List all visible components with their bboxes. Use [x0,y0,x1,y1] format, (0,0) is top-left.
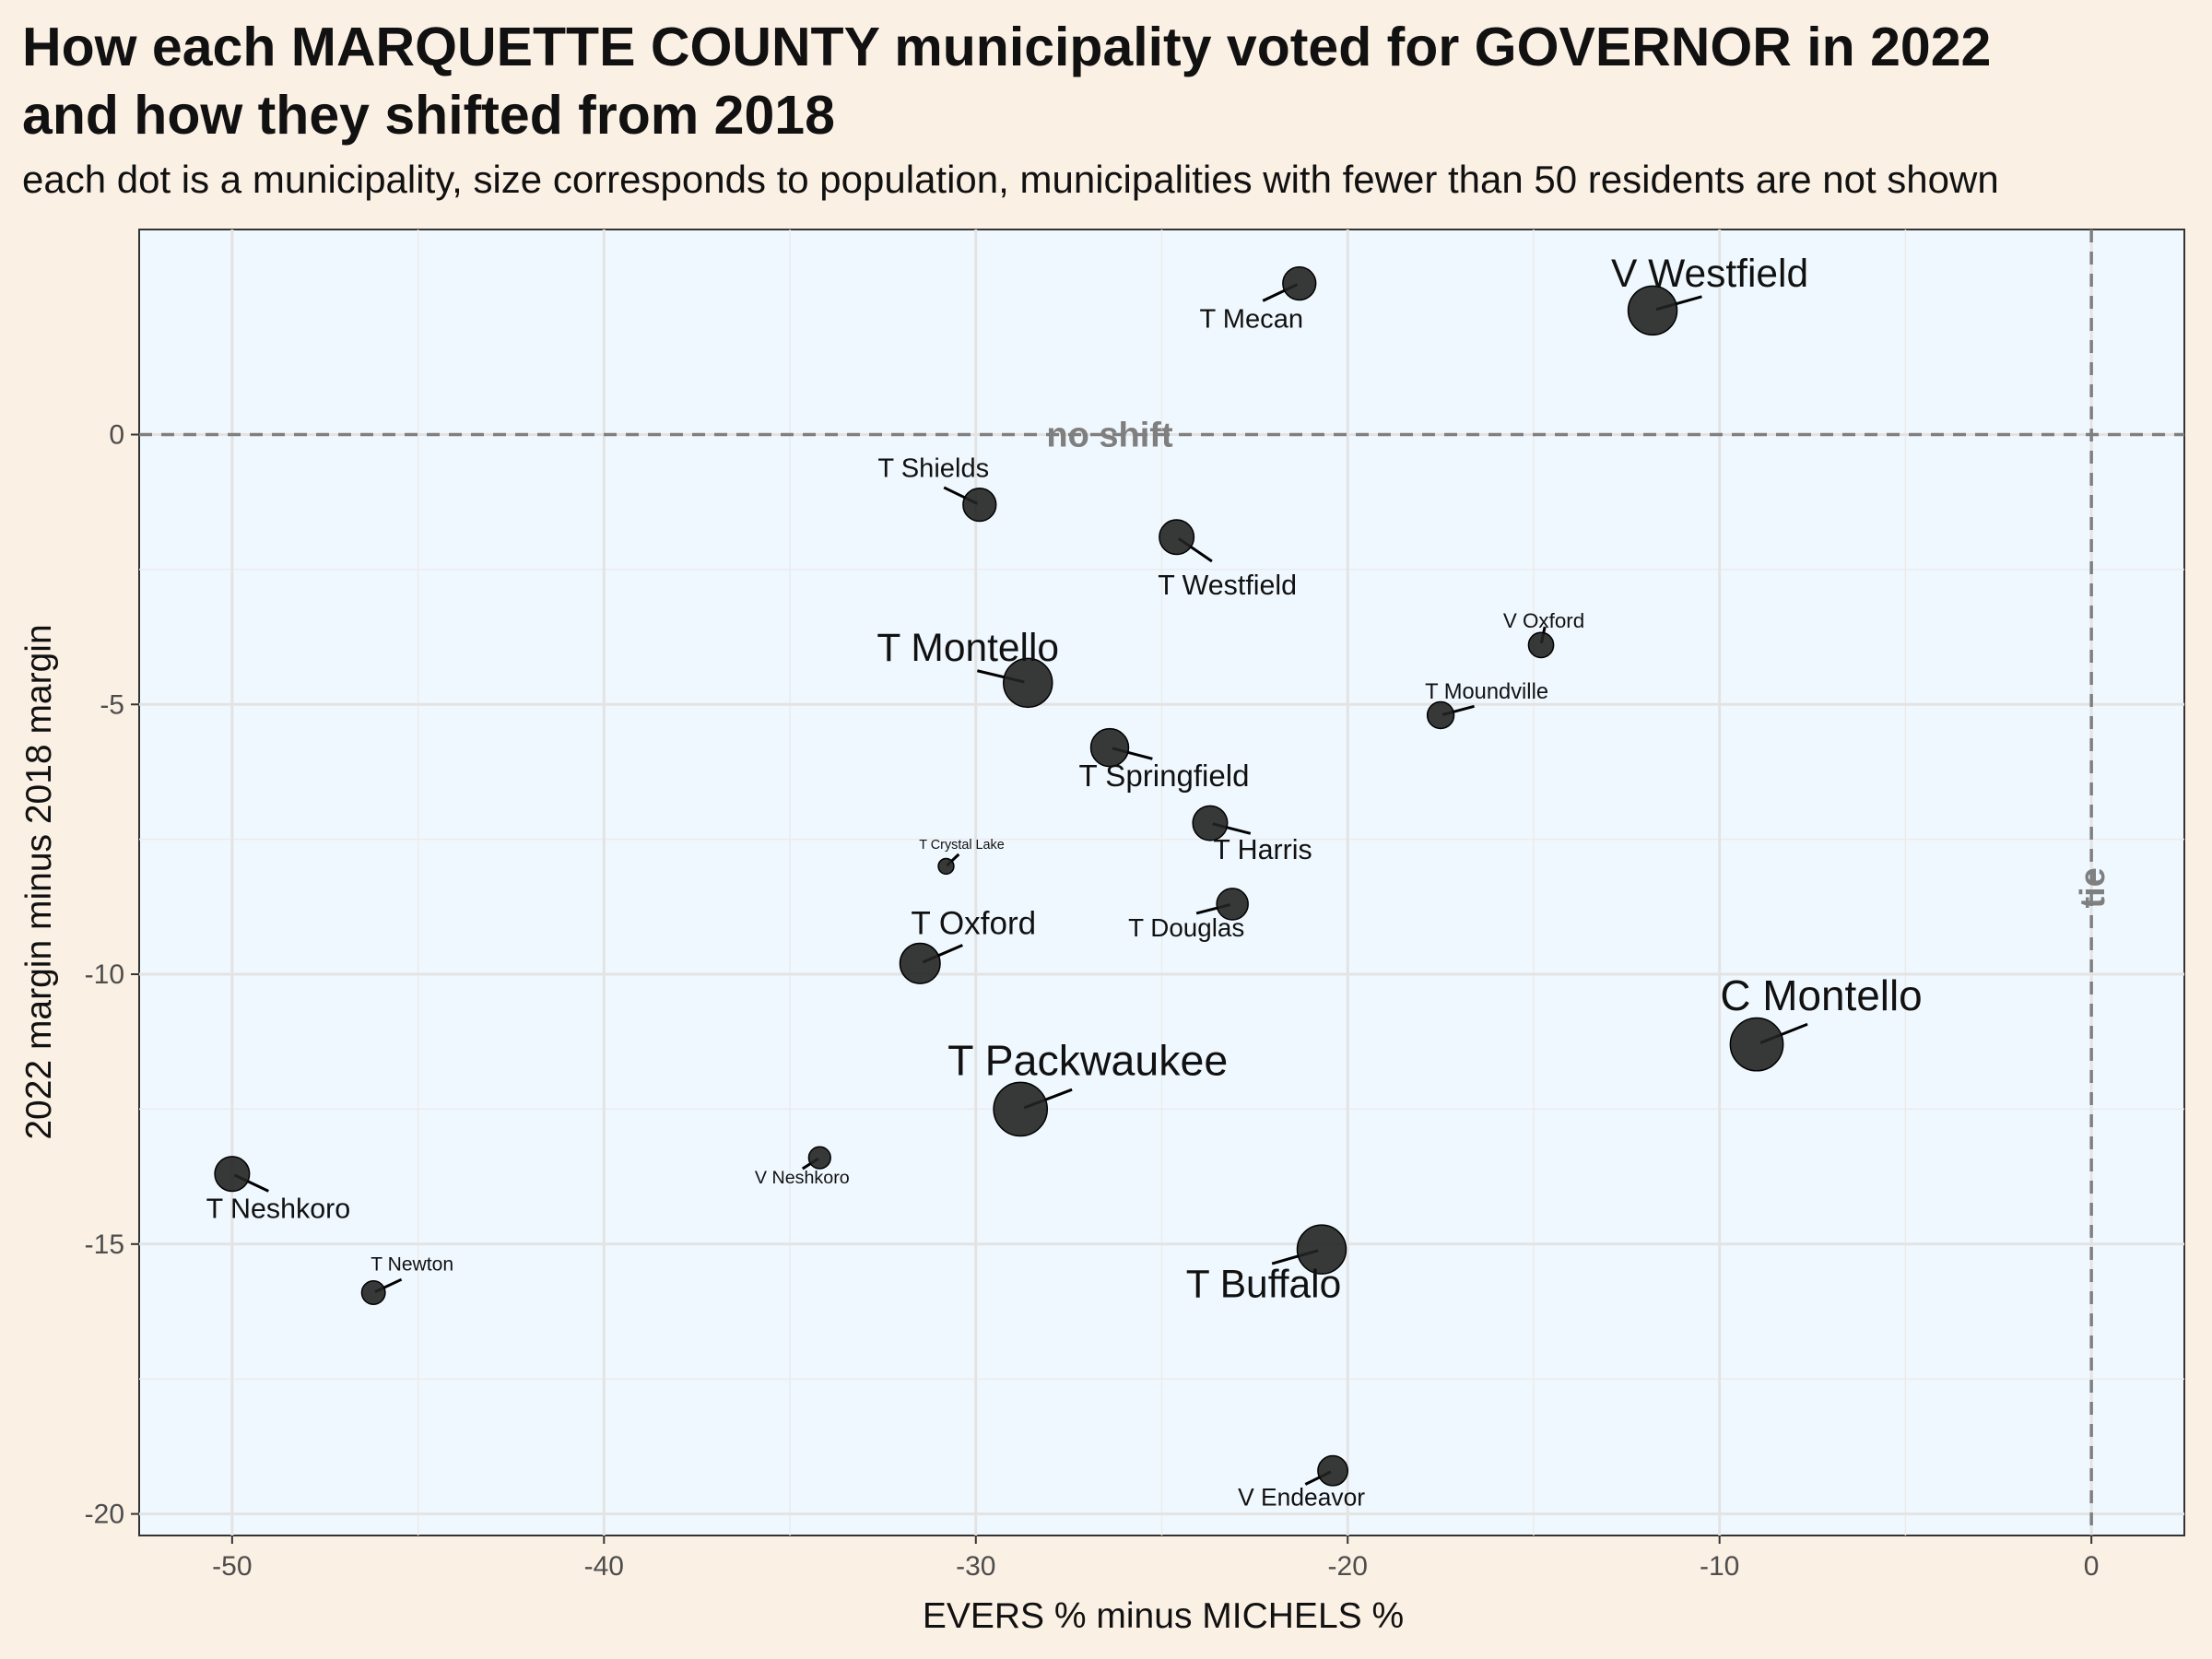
point-v-neshkoro [807,1146,831,1170]
point-c-montello [1729,1017,1784,1072]
x-tick-label: -20 [1328,1551,1368,1582]
point-t-packwaukee [993,1081,1049,1137]
label-t-neshkoro: T Neshkoro [206,1194,351,1225]
y-tick-label: 0 [109,420,124,451]
y-tick-label: -10 [85,959,124,990]
point-t-harris [1192,805,1229,841]
point-t-newton [360,1280,386,1305]
point-t-buffalo [1296,1224,1347,1275]
point-t-oxford [899,942,941,984]
x-tick-label: -10 [1700,1551,1739,1582]
point-t-neshkoro [214,1156,251,1193]
label-t-shields: T Shields [877,454,989,484]
label-t-oxford: T Oxford [911,905,1036,941]
label-t-westfield: T Westfield [1158,570,1297,601]
y-axis-ticks: -20 -15 -10 -5 0 [85,420,139,1530]
label-t-moundville: T Moundville [1425,680,1548,704]
grid-lines [139,229,2184,1535]
y-tick-label: -5 [100,689,124,720]
x-tick-label: -50 [212,1551,252,1582]
title-line-2: and how they shifted from 2018 [22,85,835,146]
point-v-endeavor [1317,1454,1349,1487]
no-shift-label: no shift [1046,417,1173,455]
label-v-neshkoro: V Neshkoro [755,1168,850,1188]
page-subtitle: each dot is a municipality, size corresp… [22,158,1999,201]
y-tick-label: -15 [85,1230,124,1260]
title-line-1: How each MARQUETTE COUNTY municipality v… [22,17,1992,77]
label-v-endeavor: V Endeavor [1238,1484,1365,1512]
label-v-oxford: V Oxford [1503,609,1584,632]
label-t-newton: T Newton [371,1254,453,1276]
y-axis-title: 2022 margin minus 2018 margin [19,624,59,1139]
label-c-montello: C Montello [1720,971,1922,1019]
x-tick-label: -30 [956,1551,995,1582]
label-t-douglas: T Douglas [1128,913,1244,942]
point-labels: V Westfield T Mecan T Shields T Westfield V … [206,253,1923,1512]
label-t-springfield: T Springfield [1078,759,1249,794]
label-t-crystal-lake: T Crystal Lake [919,838,1005,853]
point-t-montello [1003,657,1053,709]
label-t-mecan: T Mecan [1199,305,1303,335]
label-t-packwaukee: T Packwaukee [947,1036,1228,1084]
x-axis-ticks: -50 -40 -30 -20 -10 0 [212,1535,2099,1582]
label-v-westfield: V Westfield [1611,253,1808,296]
reference-lines: no shift tie [139,229,2184,1535]
point-t-mecan [1282,265,1317,301]
point-t-springfield [1089,727,1130,768]
x-axis-title: EVERS % minus MICHELS % [923,1596,1404,1636]
label-t-montello: T Montello [877,627,1059,670]
point-t-douglas [1216,888,1249,921]
point-t-crystal-lake [937,857,955,876]
label-t-harris: T Harris [1213,834,1312,865]
point-v-westfield [1627,285,1678,336]
x-tick-label: -40 [584,1551,624,1582]
page-title: How each MARQUETTE COUNTY municipality v… [22,13,2212,149]
y-tick-label: -20 [85,1500,124,1530]
point-t-moundville [1426,700,1455,730]
x-tick-label: 0 [2084,1551,2100,1582]
point-t-westfield [1159,519,1195,556]
tie-label: tie [2074,867,2112,908]
point-t-shields [962,487,997,523]
data-points [214,265,1784,1487]
label-t-buffalo: T Buffalo [1186,1264,1342,1307]
point-v-oxford [1527,631,1555,659]
